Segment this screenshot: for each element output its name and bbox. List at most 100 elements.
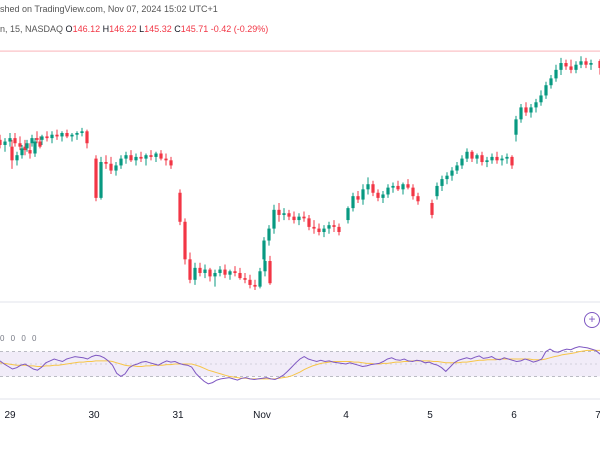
candle-body	[529, 107, 533, 113]
candle-body	[70, 134, 74, 137]
candle-body	[361, 189, 365, 200]
candle-body	[178, 192, 182, 222]
candle-body	[55, 134, 59, 137]
candle-body	[248, 279, 252, 285]
candle-body	[149, 155, 153, 157]
x-tick-label: Nov	[253, 410, 271, 421]
candle-body	[589, 63, 593, 65]
candle-body	[188, 259, 192, 280]
candle-body	[223, 269, 227, 275]
candle-body	[262, 240, 266, 260]
candle-body	[475, 155, 479, 159]
candle-body	[203, 269, 207, 273]
candle-body	[401, 184, 405, 190]
candle-body	[159, 153, 163, 159]
candle-body	[258, 271, 262, 287]
candle-body	[332, 225, 336, 227]
candle-body	[470, 151, 474, 159]
candle-body	[312, 226, 316, 229]
candle-body	[346, 208, 350, 221]
candle-body	[519, 107, 523, 120]
candle-body	[505, 156, 509, 159]
candle-body	[376, 192, 380, 198]
candle-body	[579, 61, 583, 65]
x-tick-label: 4	[343, 410, 349, 421]
x-tick-label: 5	[427, 410, 433, 421]
open-label: O	[65, 24, 73, 34]
candle-body	[129, 155, 133, 161]
candle-body	[267, 228, 271, 241]
candle-body	[371, 184, 375, 193]
candle-body	[450, 170, 454, 176]
candle-body	[480, 155, 484, 163]
candle-body	[193, 267, 197, 280]
published-text: shed on TradingView.com, Nov 07, 2024 15…	[0, 4, 218, 14]
candle-body	[228, 271, 232, 275]
candle-body	[534, 102, 538, 108]
candle-body	[218, 269, 222, 273]
candle-body	[598, 60, 600, 68]
symbol-text: n, 15, NASDAQ	[0, 24, 64, 34]
high-value: 146.22	[109, 24, 137, 34]
x-tick-label: 30	[88, 410, 100, 421]
ohlc-legend: n, 15, NASDAQ O146.12 H146.22 L145.32 C1…	[0, 24, 268, 34]
candle-body	[337, 226, 341, 233]
low-label: L	[139, 24, 145, 34]
candle-body	[322, 228, 326, 233]
candle-body	[50, 134, 54, 139]
candle-body	[253, 284, 257, 287]
candle-body	[396, 185, 400, 190]
candle-body	[198, 267, 202, 273]
candle-body	[386, 187, 390, 195]
candle-body	[38, 141, 42, 147]
candle-body	[65, 133, 69, 137]
candle-body	[297, 216, 301, 221]
candle-body	[109, 163, 113, 171]
candle-body	[490, 156, 494, 161]
candle-body	[45, 136, 49, 139]
candle-body	[391, 185, 395, 188]
candle-body	[35, 138, 39, 140]
candle-body	[549, 78, 553, 86]
candle-body	[282, 213, 286, 215]
candle-body	[268, 261, 272, 284]
candle-body	[243, 278, 247, 280]
rsi-indicator-values: 0 0 0 0	[0, 334, 39, 343]
candle-body	[564, 63, 568, 67]
candle-body	[356, 196, 360, 200]
x-tick-label: 29	[4, 410, 16, 421]
candle-body	[514, 119, 518, 135]
candle-body	[30, 138, 34, 144]
change-value: -0.42 (-0.29%)	[210, 24, 269, 34]
candle-body	[213, 272, 217, 277]
candle-body	[263, 261, 267, 272]
candle-body	[445, 175, 449, 180]
candle-body	[272, 209, 276, 229]
candle-body	[99, 162, 103, 198]
candle-body	[539, 95, 543, 103]
candle-body	[3, 141, 7, 145]
candle-body	[460, 158, 464, 166]
candle-body	[139, 156, 143, 159]
close-label: C	[174, 24, 181, 34]
candle-body	[33, 141, 37, 154]
candle-body	[208, 269, 212, 277]
candle-body	[292, 216, 296, 221]
x-tick-label: 31	[172, 410, 184, 421]
candle-body	[0, 139, 2, 145]
candle-body	[80, 131, 84, 134]
candle-body	[435, 185, 439, 197]
candle-body	[411, 187, 415, 197]
candle-body	[287, 213, 291, 217]
candle-body	[183, 221, 187, 260]
low-value: 145.32	[144, 24, 172, 34]
candle-body	[554, 69, 558, 79]
candle-body	[406, 184, 410, 188]
candle-body	[440, 179, 444, 186]
add-indicator-button[interactable]: +	[584, 312, 600, 328]
candle-body	[524, 107, 528, 113]
candle-body	[23, 146, 27, 151]
candle-body	[455, 165, 459, 171]
